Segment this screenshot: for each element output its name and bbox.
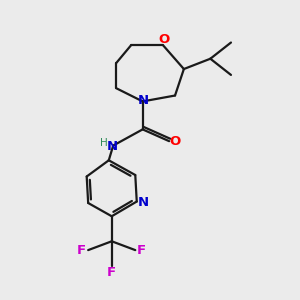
Text: N: N xyxy=(138,94,149,107)
Text: F: F xyxy=(137,244,146,257)
Text: H: H xyxy=(100,138,108,148)
Text: F: F xyxy=(107,266,116,279)
Text: O: O xyxy=(158,33,169,46)
Text: N: N xyxy=(107,140,118,153)
Text: O: O xyxy=(169,135,181,148)
Text: F: F xyxy=(77,244,86,257)
Text: N: N xyxy=(138,196,149,208)
